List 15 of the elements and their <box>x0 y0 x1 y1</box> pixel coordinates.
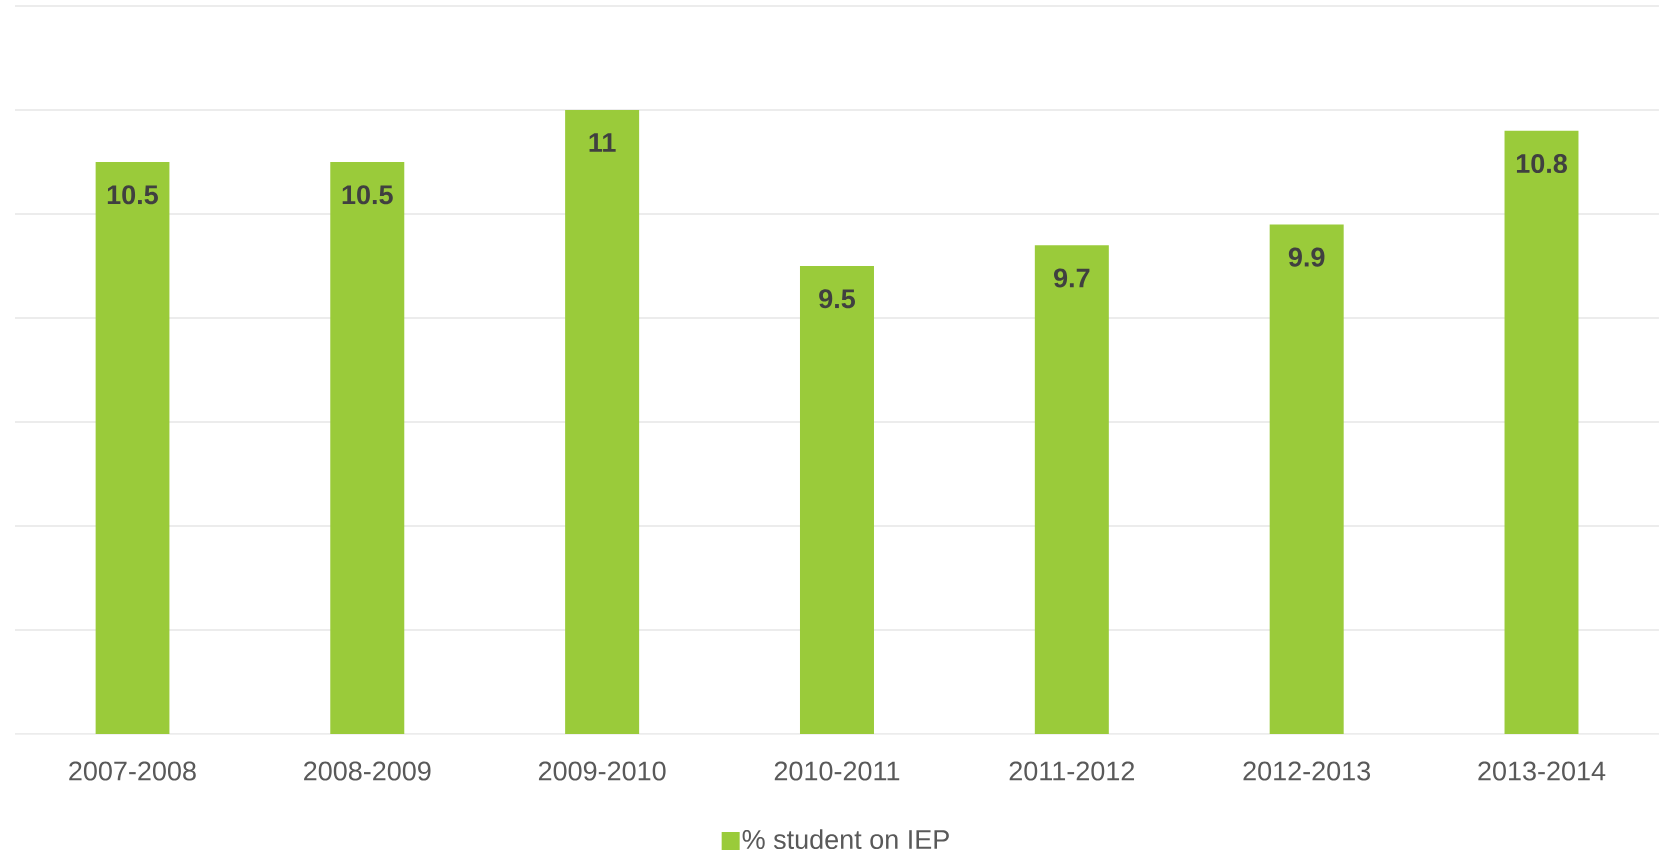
x-tick-label: 2013-2014 <box>1478 761 1606 781</box>
legend-label: % student on IEP <box>742 829 949 850</box>
x-tick-label: 2011-2012 <box>1009 761 1135 781</box>
data-label: 9.5 <box>819 289 855 309</box>
x-tick-label: 2010-2011 <box>774 761 900 781</box>
data-label: 10.5 <box>342 185 393 205</box>
data-label: 11 <box>589 133 616 152</box>
data-label: 10.5 <box>107 185 158 205</box>
x-tick-label: 2012-2013 <box>1243 761 1371 781</box>
data-label: 9.9 <box>1288 247 1325 267</box>
data-label: 10.8 <box>1516 154 1567 174</box>
x-tick-label: 2008-2009 <box>304 761 431 781</box>
x-tick-label: 2007-2008 <box>69 761 196 781</box>
data-label: 9.7 <box>1054 268 1090 288</box>
x-tick-label: 2009-2010 <box>538 761 666 781</box>
